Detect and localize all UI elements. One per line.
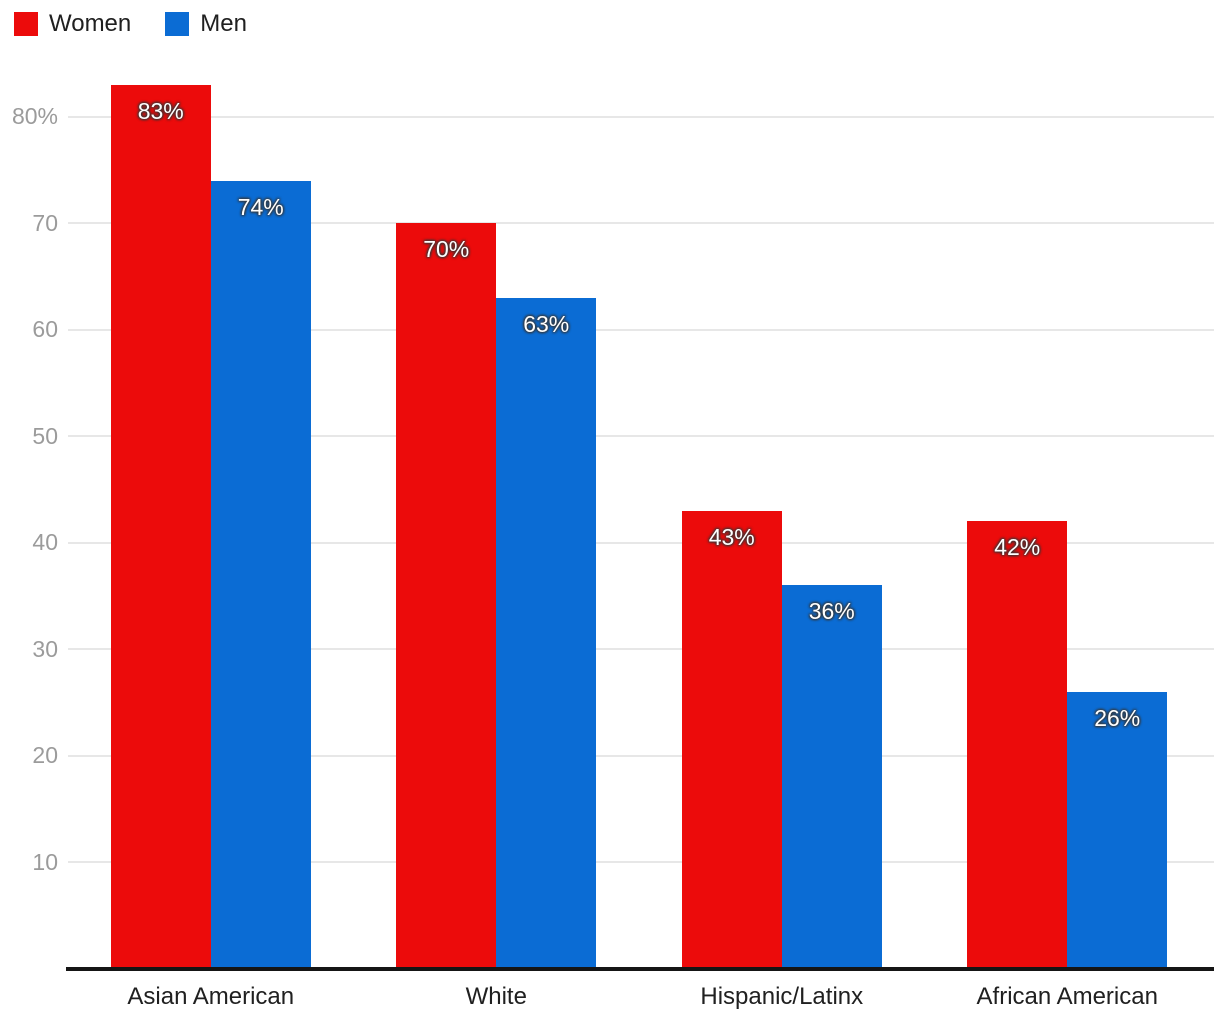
bar-value-label: 70% <box>423 236 470 263</box>
category-label-1: White <box>465 983 527 1010</box>
y-tick-label-40: 40 <box>32 529 58 556</box>
legend-item-men: Men <box>165 12 247 36</box>
bar-men-1: 63% <box>496 297 597 969</box>
gridline-30 <box>68 648 1214 651</box>
bar-value-label: 26% <box>1094 704 1141 731</box>
category-label-2: Hispanic/Latinx <box>700 983 864 1010</box>
gridline-10 <box>68 861 1214 864</box>
bar-men-3: 26% <box>1067 691 1168 969</box>
y-tick-label-80: 80% <box>11 103 58 130</box>
bar-value-label: 42% <box>994 534 1041 561</box>
bar-value-label: 36% <box>808 598 855 625</box>
bar-women-1: 70% <box>396 223 497 969</box>
legend-label-men: Men <box>200 10 247 37</box>
gridline-40 <box>68 541 1214 544</box>
bar-men-0: 74% <box>210 180 311 969</box>
legend-item-women: Women <box>14 12 131 36</box>
gridline-80 <box>68 115 1214 118</box>
legend-label-women: Women <box>49 10 132 37</box>
x-axis-line <box>66 967 1214 971</box>
y-tick-label-60: 60 <box>32 316 58 343</box>
bar-men-2: 36% <box>781 585 882 969</box>
y-tick-label-70: 70 <box>32 209 58 236</box>
y-tick-label-30: 30 <box>32 635 58 662</box>
y-tick-label-50: 50 <box>32 422 58 449</box>
gridline-60 <box>68 328 1214 331</box>
bar-value-label: 63% <box>523 310 570 337</box>
category-label-3: African American <box>976 983 1158 1010</box>
legend: Women Men <box>14 12 247 36</box>
y-tick-label-20: 20 <box>32 742 58 769</box>
bar-value-label: 83% <box>137 97 184 124</box>
legend-swatch-women-icon <box>14 12 38 36</box>
gridline-20 <box>68 754 1214 757</box>
gridline-50 <box>68 435 1214 438</box>
y-tick-label-10: 10 <box>32 848 58 875</box>
bar-women-0: 83% <box>110 84 211 969</box>
bar-value-label: 43% <box>708 523 755 550</box>
bar-women-2: 43% <box>681 510 782 969</box>
bar-women-3: 42% <box>967 521 1068 969</box>
bar-value-label: 74% <box>237 193 284 220</box>
category-label-0: Asian American <box>127 983 295 1010</box>
legend-swatch-men-icon <box>165 12 190 36</box>
gridline-70 <box>68 222 1214 225</box>
